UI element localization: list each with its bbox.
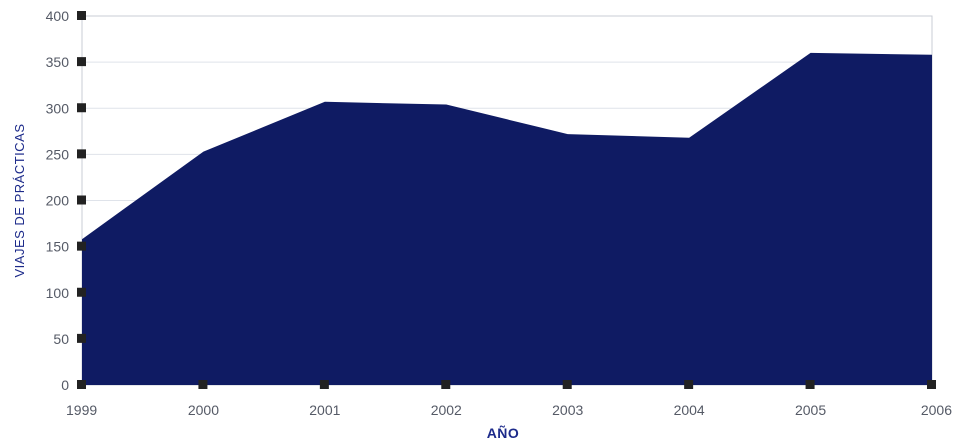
x-marker (77, 380, 86, 389)
y-tick-label: 50 (53, 331, 69, 347)
x-tick-label: 1999 (66, 402, 97, 418)
y-marker (77, 103, 86, 113)
y-tick-label: 200 (46, 193, 70, 209)
y-tick-label: 150 (46, 239, 70, 255)
y-axis-title: VIAJES DE PRÁCTICAS (12, 124, 27, 278)
x-tick-label: 2005 (795, 402, 826, 418)
y-marker (77, 333, 86, 343)
x-marker (198, 380, 208, 389)
y-tick-label: 0 (61, 377, 69, 393)
y-tick-label: 100 (46, 285, 70, 301)
area-series (82, 52, 932, 386)
y-marker (77, 287, 86, 297)
x-tick-label: 2004 (674, 402, 705, 418)
x-tick-label: 2001 (309, 402, 340, 418)
y-tick-label: 350 (46, 54, 70, 70)
y-marker (77, 195, 86, 205)
x-axis-title: AÑO (487, 424, 520, 441)
x-tick-label: 2000 (188, 402, 219, 418)
x-marker (319, 380, 329, 389)
x-marker (805, 380, 815, 389)
y-marker (77, 241, 86, 251)
y-axis-ticks: 0 50 100 150 200 250 300 350 400 (46, 8, 70, 393)
x-axis-markers (77, 380, 936, 389)
x-tick-label: 2006 (921, 402, 952, 418)
y-marker (77, 57, 86, 67)
y-marker (77, 149, 86, 159)
y-marker (77, 11, 86, 20)
x-tick-label: 2002 (431, 402, 462, 418)
x-marker (441, 380, 451, 389)
x-axis-ticks: 1999 2000 2001 2002 2003 2004 2005 2006 (66, 402, 952, 418)
x-marker (684, 380, 694, 389)
y-tick-label: 250 (46, 146, 70, 162)
x-marker (562, 380, 572, 389)
y-tick-label: 300 (46, 100, 70, 116)
x-tick-label: 2003 (552, 402, 583, 418)
y-tick-label: 400 (46, 8, 70, 24)
x-marker (927, 380, 936, 389)
